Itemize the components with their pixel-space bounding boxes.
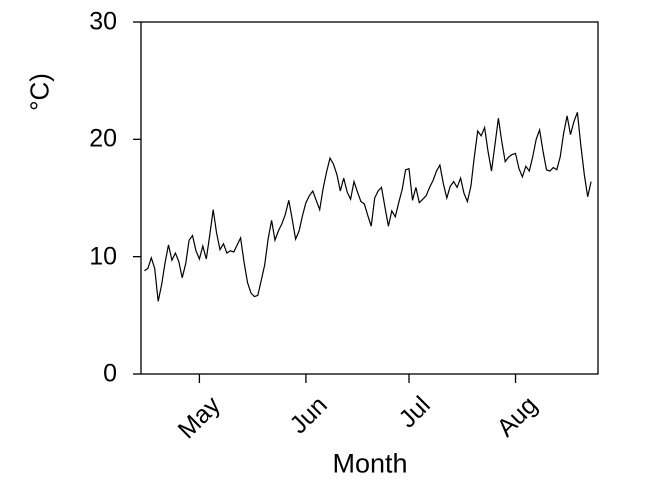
plot-border: [140, 21, 599, 375]
y-axis-label: °C): [24, 73, 55, 111]
temperature-line: [144, 112, 592, 302]
y-tick-label: 30: [89, 7, 117, 36]
y-tick-label: 10: [89, 242, 117, 271]
y-tick-label: 20: [89, 124, 117, 153]
x-axis-label: Month: [332, 448, 408, 479]
axis-tick-marks: [133, 21, 517, 383]
y-tick-label: 0: [103, 359, 117, 388]
